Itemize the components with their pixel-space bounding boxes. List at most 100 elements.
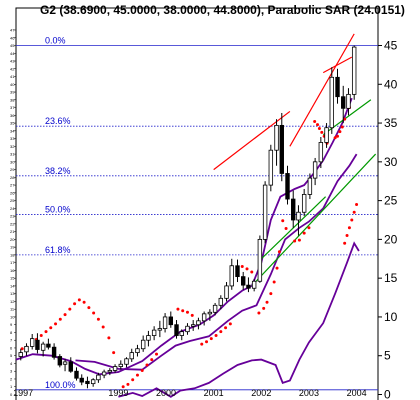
candle-body: [296, 211, 301, 221]
left-axis-label: 31: [10, 152, 15, 157]
sar-dot: [181, 309, 185, 313]
sar-dot: [281, 219, 285, 223]
candle-body: [335, 76, 340, 98]
candle-body: [274, 124, 279, 151]
right-axis-label: 45: [384, 39, 398, 53]
sar-dot: [63, 313, 67, 317]
sar-dot: [320, 130, 324, 134]
left-axis-label: 43: [10, 59, 15, 64]
fib-level-label: 23.6%: [45, 116, 71, 126]
left-axis-label: 37: [10, 105, 15, 110]
left-axis-label: 12: [10, 299, 15, 304]
trend-line: [322, 56, 353, 74]
sar-dot: [228, 322, 232, 326]
sar-dot: [44, 330, 48, 334]
axis-labels: 0.0%23.6%38.2%50.0%61.8%100.0%0510152025…: [10, 28, 398, 400]
left-axis-label: 45: [10, 43, 15, 48]
fibonacci-grid: [16, 45, 378, 391]
sar-dot: [185, 310, 189, 314]
sar-dot: [240, 265, 244, 269]
left-axis-label: 17: [10, 260, 15, 265]
candle-body: [279, 124, 284, 174]
left-axis-label: 35: [10, 121, 15, 126]
left-axis-label: 33: [10, 136, 15, 141]
sar-dot: [209, 337, 213, 341]
candle-body: [29, 338, 35, 347]
sar-dot: [347, 226, 351, 230]
x-axis-label: 2003: [299, 388, 319, 398]
right-axis-label: 5: [384, 349, 391, 363]
left-axis-label: 5: [10, 353, 13, 358]
left-axis-label: 24: [10, 206, 15, 211]
candle-body: [35, 339, 40, 350]
sar-dot: [262, 306, 266, 310]
left-axis-label: 19: [10, 245, 15, 250]
sar-dot: [155, 352, 159, 356]
sar-dot: [333, 136, 337, 140]
sar-dot: [82, 300, 86, 304]
sar-dot: [49, 326, 53, 330]
candle-body: [51, 346, 57, 358]
left-axis-label: 21: [10, 229, 15, 234]
sar-dot: [265, 300, 269, 304]
sar-dot: [350, 218, 354, 222]
x-axis-label: 2002: [251, 388, 271, 398]
trend-line: [289, 33, 355, 147]
left-axis-label: 13: [10, 291, 15, 296]
candle-body: [346, 93, 351, 109]
right-axis-label: 30: [384, 155, 398, 169]
fib-level-label: 100.0%: [45, 380, 76, 390]
sar-dot: [257, 311, 261, 315]
candle-body: [201, 313, 207, 322]
left-axis-label: 32: [10, 144, 15, 149]
left-axis-label: 39: [10, 90, 15, 95]
sar-dot: [338, 130, 342, 134]
right-axis-label: 15: [384, 271, 398, 285]
parabolic-sar-dots: [20, 106, 359, 389]
sar-dot: [307, 226, 311, 230]
left-axis-label: 20: [10, 237, 15, 242]
sar-dot: [214, 334, 218, 338]
candle-body: [174, 324, 179, 336]
x-axis-label: 1999: [108, 388, 128, 398]
candle-body: [351, 46, 357, 95]
candle-body: [129, 352, 134, 360]
indicator-line: [118, 241, 360, 398]
candle-body: [251, 280, 257, 289]
candle-body: [24, 346, 29, 353]
candle-body: [18, 352, 23, 357]
sar-dot: [313, 120, 317, 124]
sar-dot: [277, 250, 281, 254]
trend-lines: [213, 33, 377, 287]
candle-body: [312, 161, 318, 179]
right-axis-label: 20: [384, 232, 398, 246]
sar-dot: [355, 202, 359, 206]
candle-body: [90, 379, 96, 385]
candle-body: [246, 284, 251, 289]
sar-dot: [345, 234, 349, 238]
candle-body: [207, 311, 213, 315]
left-axis-label: 36: [10, 113, 15, 118]
candle-body: [101, 371, 107, 376]
candle-body: [196, 320, 201, 326]
sar-dot: [54, 322, 58, 326]
fib-level-label: 61.8%: [45, 245, 71, 255]
left-axis-label: 44: [10, 51, 15, 56]
sar-dot: [20, 347, 24, 351]
left-axis-label: 7: [10, 338, 13, 343]
left-axis-label: 25: [10, 198, 15, 203]
candle-body: [62, 361, 68, 365]
sar-dot: [131, 378, 135, 382]
candle-body: [79, 377, 84, 383]
sar-dot: [275, 266, 279, 270]
candle-body: [324, 127, 329, 143]
candle-body: [229, 265, 234, 287]
candle-body: [241, 276, 246, 286]
sar-dot: [343, 117, 347, 121]
sar-dot: [68, 307, 72, 311]
candle-body: [146, 335, 151, 341]
left-axis-label: 6: [10, 345, 13, 350]
candle-body: [68, 361, 73, 372]
candle-body: [218, 297, 224, 306]
sar-dot: [245, 267, 249, 271]
